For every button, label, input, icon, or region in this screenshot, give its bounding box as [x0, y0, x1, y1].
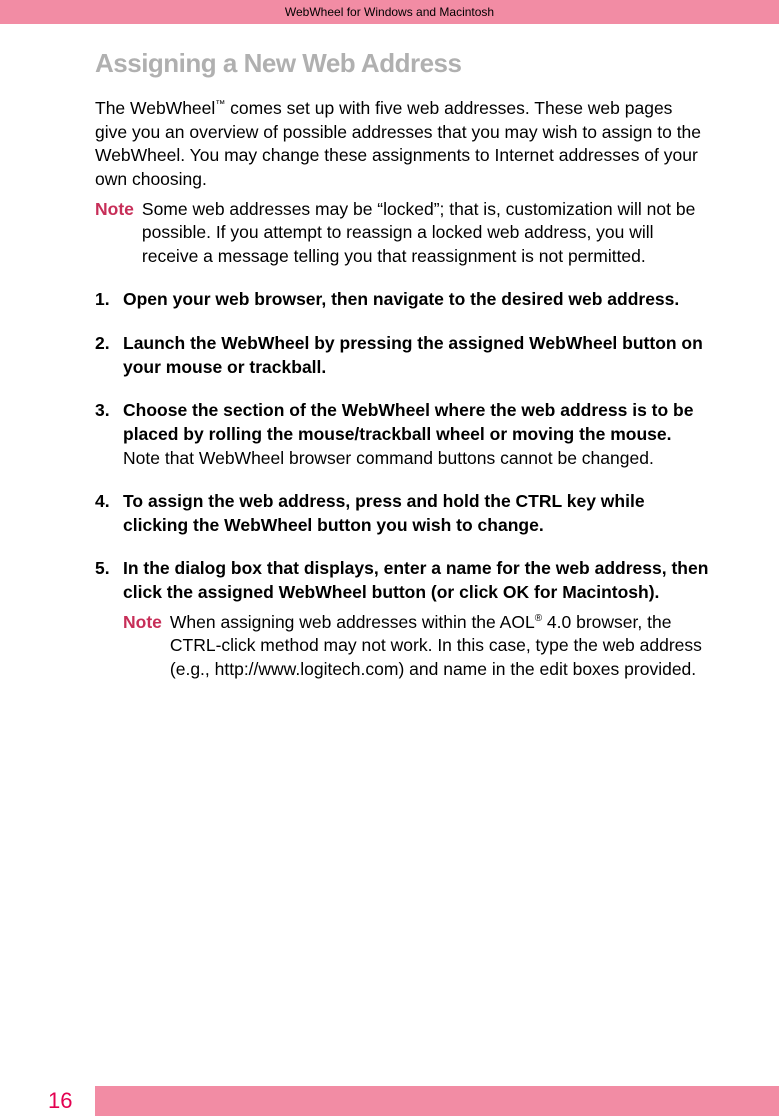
note-text: When assigning web addresses within the … — [170, 611, 709, 682]
step-number: 3. — [95, 399, 123, 470]
step-number: 2. — [95, 332, 123, 379]
registered-symbol: ® — [535, 613, 542, 624]
note2-pre: When assigning web addresses within the … — [170, 612, 535, 632]
header-bar: WebWheel for Windows and Macintosh — [0, 0, 779, 24]
step-1: 1. Open your web browser, then navigate … — [95, 288, 709, 312]
note-label: Note — [95, 198, 134, 269]
page-title: Assigning a New Web Address — [95, 48, 709, 79]
step-bold-text: To assign the web address, press and hol… — [123, 491, 645, 535]
step-bold-text: Choose the section of the WebWheel where… — [123, 400, 693, 444]
step-bold-text: Open your web browser, then navigate to … — [123, 289, 679, 309]
page-number: 16 — [0, 1086, 95, 1116]
footer-bar: 16 — [0, 1086, 779, 1116]
step-bold-text: Launch the WebWheel by pressing the assi… — [123, 333, 703, 377]
intro-paragraph: The WebWheel™ comes set up with five web… — [95, 97, 709, 192]
step-body: Launch the WebWheel by pressing the assi… — [123, 332, 709, 379]
note-block-2: Note When assigning web addresses within… — [123, 611, 709, 682]
trademark-symbol: ™ — [215, 99, 225, 110]
step-body: Choose the section of the WebWheel where… — [123, 399, 709, 470]
step-number: 1. — [95, 288, 123, 312]
step-bold-text: In the dialog box that displays, enter a… — [123, 558, 708, 602]
step-light-text: Note that WebWheel browser command butto… — [123, 448, 654, 468]
note-text: Some web addresses may be “locked”; that… — [142, 198, 709, 269]
note-block-1: Note Some web addresses may be “locked”;… — [95, 198, 709, 269]
page-content: Assigning a New Web Address The WebWheel… — [0, 24, 779, 682]
header-title: WebWheel for Windows and Macintosh — [285, 5, 494, 19]
step-5: 5. In the dialog box that displays, ente… — [95, 557, 709, 604]
step-2: 2. Launch the WebWheel by pressing the a… — [95, 332, 709, 379]
intro-pre: The WebWheel — [95, 98, 215, 118]
step-body: To assign the web address, press and hol… — [123, 490, 709, 537]
note-label: Note — [123, 611, 162, 682]
step-body: In the dialog box that displays, enter a… — [123, 557, 709, 604]
step-4: 4. To assign the web address, press and … — [95, 490, 709, 537]
step-3: 3. Choose the section of the WebWheel wh… — [95, 399, 709, 470]
step-body: Open your web browser, then navigate to … — [123, 288, 709, 312]
step-number: 5. — [95, 557, 123, 604]
footer-accent — [95, 1086, 779, 1116]
step-number: 4. — [95, 490, 123, 537]
